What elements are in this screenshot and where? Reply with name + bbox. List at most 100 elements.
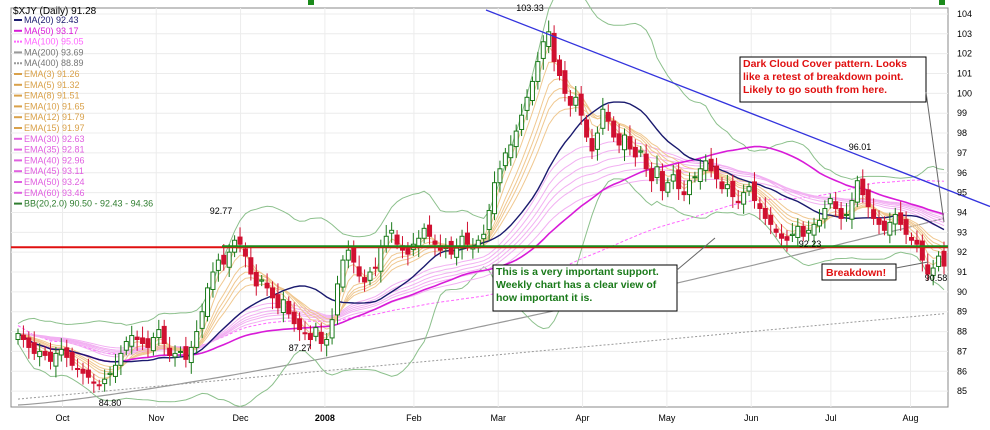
candle-body [844, 213, 850, 216]
candle-body [622, 134, 628, 151]
candle-body [898, 212, 904, 225]
dark-cloud-text: Dark Cloud Cover pattern. Looks like a r… [743, 58, 907, 96]
candle-body [26, 337, 32, 348]
dark-cloud-arrow [925, 91, 945, 223]
candle-body [730, 180, 736, 198]
candle-body [784, 236, 790, 241]
candle-body [264, 282, 270, 289]
grid-layer [11, 8, 948, 407]
candle-body [849, 200, 855, 220]
candle-body [161, 325, 167, 344]
candle-body [513, 130, 519, 148]
candle-body [600, 108, 606, 129]
y-tick-label: 101 [957, 69, 972, 79]
support-annotation: This is a very important support. Weekly… [492, 264, 678, 312]
candle-body [134, 336, 140, 341]
legend-label: MA(20) 92.43 [24, 15, 79, 25]
candle-body [535, 61, 541, 82]
candle-body [102, 378, 108, 385]
candle-body [508, 144, 514, 159]
y-tick-label: 102 [957, 49, 972, 59]
price-label: 90.58 [925, 273, 948, 283]
x-tick-label: 2008 [315, 413, 335, 423]
candle-body [670, 174, 676, 182]
candle-body [589, 138, 595, 152]
candle-body [454, 247, 460, 258]
y-tick-label: 99 [957, 108, 967, 118]
candle-body [703, 160, 709, 171]
candle-body [643, 153, 649, 170]
candle-body [356, 266, 362, 277]
candle-body [746, 186, 752, 192]
y-tick-label: 87 [957, 346, 967, 356]
y-tick-label: 104 [957, 9, 972, 19]
candle-body [307, 333, 313, 341]
y-tick-label: 96 [957, 168, 967, 178]
candle-body [822, 207, 828, 220]
candle-body [340, 259, 346, 288]
price-labels: 103.33 92.77 87.27 84.80 96.01 92.23 90.58 [99, 3, 948, 408]
x-tick-label: Nov [148, 413, 165, 423]
y-axis: 85 86 87 88 89 90 91 92 93 94 95 96 97 98 99 100 101 102 1… [957, 9, 972, 396]
candle-body [112, 364, 118, 377]
candle-body [930, 267, 936, 277]
candle-body [876, 217, 882, 225]
candle-body [757, 203, 763, 209]
candle-body [833, 201, 839, 209]
candle-body [892, 213, 898, 225]
candle-body [215, 259, 221, 271]
candle-body [806, 229, 812, 234]
candle-body [64, 347, 70, 358]
candle-body [31, 342, 37, 354]
price-label: 87.27 [289, 343, 312, 353]
x-tick-label: Aug [903, 413, 919, 423]
legend-label: MA(400) 88.89 [24, 58, 84, 68]
x-tick-label: Jul [825, 413, 837, 423]
candle-body [524, 96, 530, 111]
candle-body [594, 132, 600, 150]
ma50-line [17, 145, 945, 363]
x-tick-label: Oct [56, 413, 71, 423]
price-label: 92.23 [799, 239, 822, 249]
candle-body [167, 347, 173, 356]
candle-body [881, 220, 887, 231]
candle-body [405, 248, 411, 255]
candle-body [936, 255, 942, 267]
candle-body [372, 266, 378, 269]
ema30-line [17, 140, 945, 358]
candle-body [172, 352, 178, 358]
price-label: 96.01 [849, 142, 872, 152]
candle-body [827, 198, 833, 205]
y-tick-label: 85 [957, 386, 967, 396]
candle-body [188, 346, 194, 364]
legend-label: MA(100) 95.05 [24, 37, 84, 47]
candle-body [47, 351, 53, 362]
candle-body [118, 352, 124, 366]
breakdown-text: Breakdown! [826, 267, 886, 279]
candle-body [248, 257, 254, 275]
candle-body [540, 41, 546, 59]
candle-body [492, 182, 498, 215]
candle-body [20, 334, 26, 341]
candle-body [529, 80, 535, 102]
y-tick-label: 95 [957, 188, 967, 198]
candle-body [275, 294, 281, 309]
candle-body [394, 234, 400, 245]
candle-body [421, 227, 427, 239]
candle-body [53, 352, 59, 367]
candle-body [627, 136, 633, 150]
candle-body [800, 225, 806, 237]
candle-body [270, 287, 276, 299]
candle-body [58, 348, 64, 356]
candle-body [649, 168, 655, 182]
candle-body [199, 311, 205, 329]
legend-label: EMA(35) 92.81 [24, 145, 85, 155]
candle-body [860, 178, 866, 196]
candle-body [156, 329, 162, 339]
top-marker-2 [939, 0, 945, 5]
candle-body [768, 214, 774, 225]
candle-body [107, 372, 113, 375]
x-tick-label: Apr [576, 413, 590, 423]
candle-body [210, 271, 216, 290]
